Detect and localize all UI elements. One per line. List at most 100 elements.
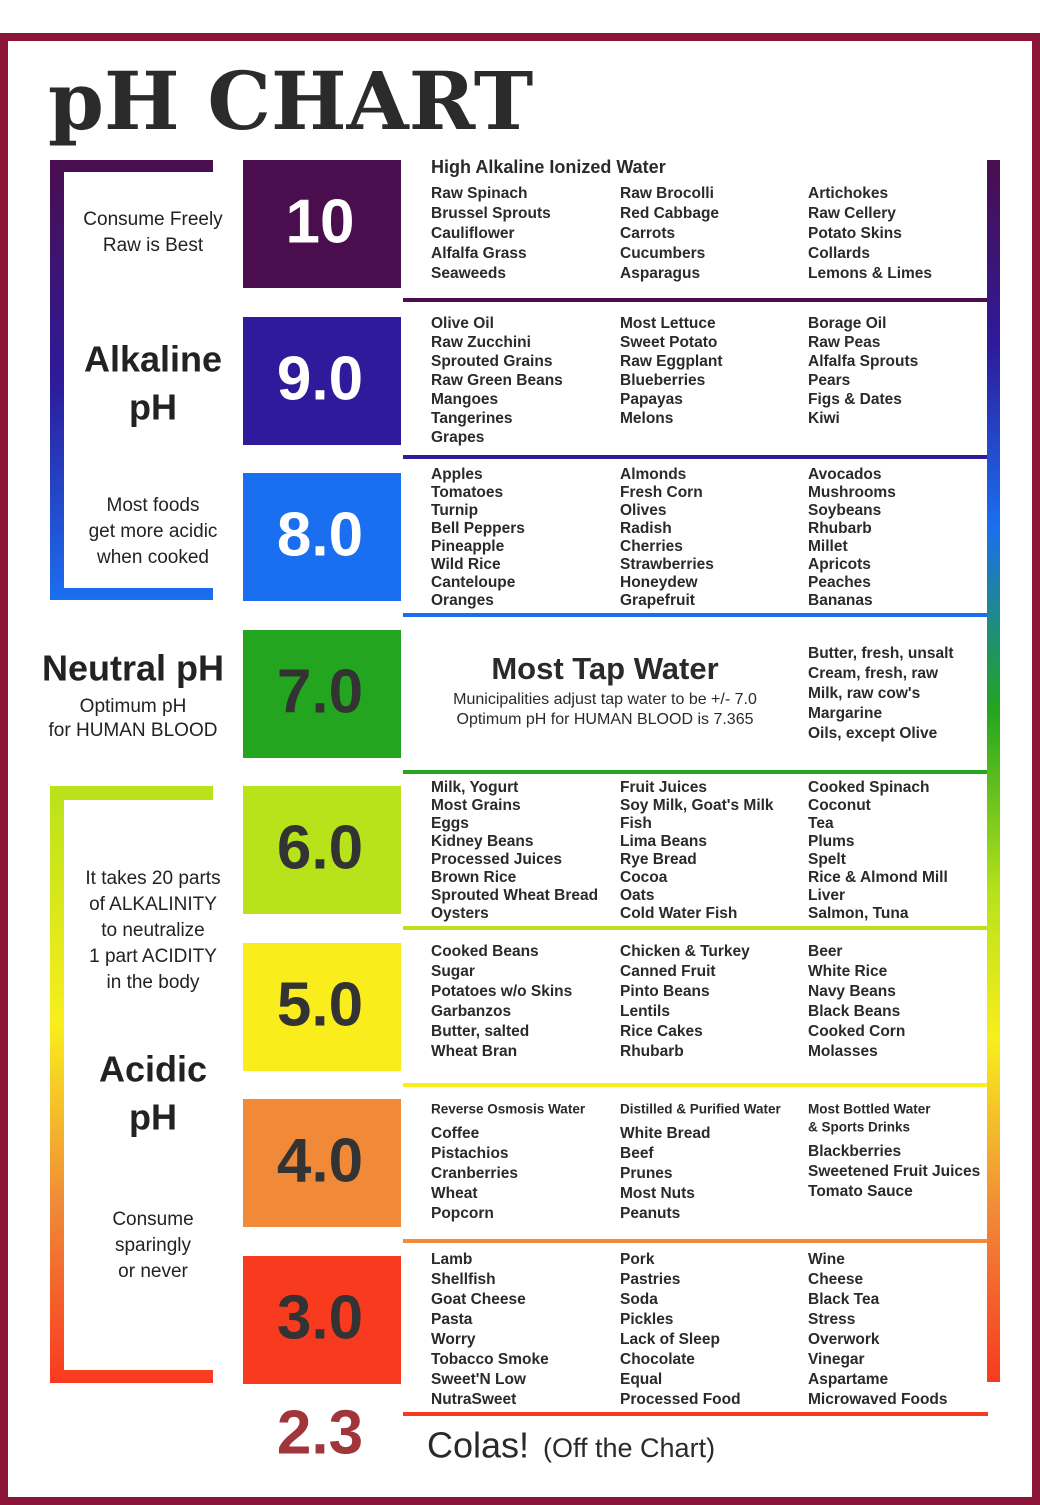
ph-box bbox=[243, 630, 401, 758]
food-item: Fruit Juices bbox=[620, 779, 707, 796]
side-note: Most foods bbox=[107, 495, 200, 516]
food-item: Sweet'N Low bbox=[431, 1371, 527, 1388]
ph-value: 8.0 bbox=[277, 500, 363, 569]
food-item: Kiwi bbox=[808, 410, 840, 427]
food-item: Cooked Spinach bbox=[808, 779, 929, 796]
food-item: Melons bbox=[620, 410, 673, 427]
food-item: Fish bbox=[620, 815, 652, 832]
food-item: Processed Food bbox=[620, 1391, 741, 1408]
food-item: White Bread bbox=[620, 1125, 710, 1142]
food-item: Soybeans bbox=[808, 502, 881, 519]
side-note: in the body bbox=[107, 972, 200, 993]
side-note: 1 part ACIDITY bbox=[89, 946, 217, 967]
food-item: Shellfish bbox=[431, 1271, 496, 1288]
food-item: Canteloupe bbox=[431, 574, 516, 591]
food-item: Vinegar bbox=[808, 1351, 865, 1368]
food-item: Lamb bbox=[431, 1251, 472, 1268]
food-item: Beer bbox=[808, 943, 842, 960]
food-item: Cauliflower bbox=[431, 225, 515, 242]
food-item: Olives bbox=[620, 502, 667, 519]
food-item: Milk, Yogurt bbox=[431, 779, 518, 796]
column-heading: & Sports Drinks bbox=[808, 1120, 910, 1135]
food-item: Seaweeds bbox=[431, 265, 506, 282]
food-item: Prunes bbox=[620, 1165, 673, 1182]
food-item: Lack of Sleep bbox=[620, 1331, 720, 1348]
food-item: Alfalfa Sprouts bbox=[808, 353, 918, 370]
food-item: Salmon, Tuna bbox=[808, 905, 909, 922]
food-item: Lentils bbox=[620, 1003, 670, 1020]
food-item: Most Nuts bbox=[620, 1185, 695, 1202]
food-item: Goat Cheese bbox=[431, 1291, 526, 1308]
ph-value: 9.0 bbox=[277, 344, 363, 413]
ph-value: 5.0 bbox=[277, 970, 363, 1039]
food-item: Spelt bbox=[808, 851, 846, 868]
food-item: Avocados bbox=[808, 466, 882, 483]
food-item: Pineapple bbox=[431, 538, 505, 555]
food-item: Oils, except Olive bbox=[808, 725, 938, 742]
food-item: Apples bbox=[431, 466, 483, 483]
footer-ph: 2.3 bbox=[277, 1398, 363, 1467]
food-item: Raw Brocolli bbox=[620, 185, 714, 202]
food-item: Oranges bbox=[431, 592, 494, 609]
food-item: Artichokes bbox=[808, 185, 888, 202]
food-item: Pork bbox=[620, 1251, 655, 1268]
food-item: Grapes bbox=[431, 429, 484, 446]
food-item: Stress bbox=[808, 1311, 855, 1328]
ph-box bbox=[243, 1256, 401, 1384]
food-item: Blueberries bbox=[620, 372, 705, 389]
food-item: Cooked Corn bbox=[808, 1023, 905, 1040]
food-item: White Rice bbox=[808, 963, 888, 980]
food-item: Tomato Sauce bbox=[808, 1183, 913, 1200]
food-item: Coffee bbox=[431, 1125, 480, 1142]
food-item: Raw Zucchini bbox=[431, 334, 531, 351]
food-item: Peanuts bbox=[620, 1205, 680, 1222]
side-note: for HUMAN BLOOD bbox=[49, 720, 218, 741]
food-item: Wild Rice bbox=[431, 556, 501, 573]
food-item: Cheese bbox=[808, 1271, 864, 1288]
side-note: to neutralize bbox=[101, 920, 205, 941]
food-item: Sweetened Fruit Juices bbox=[808, 1163, 980, 1180]
separator bbox=[403, 1239, 987, 1243]
food-item: Figs & Dates bbox=[808, 391, 902, 408]
food-item: Fresh Corn bbox=[620, 484, 703, 501]
food-item: Raw Cellery bbox=[808, 205, 896, 222]
food-item: Overwork bbox=[808, 1331, 880, 1348]
food-item: Sprouted Wheat Bread bbox=[431, 887, 598, 904]
food-item: Chicken & Turkey bbox=[620, 943, 750, 960]
food-item: Sweet Potato bbox=[620, 334, 717, 351]
food-item: Pickles bbox=[620, 1311, 673, 1328]
side-label: pH bbox=[129, 387, 177, 428]
food-item: Margarine bbox=[808, 705, 882, 722]
food-item: Pastries bbox=[620, 1271, 680, 1288]
food-item: Lima Beans bbox=[620, 833, 707, 850]
food-item: Soda bbox=[620, 1291, 658, 1308]
food-item: Almonds bbox=[620, 466, 686, 483]
food-item: Sprouted Grains bbox=[431, 353, 552, 370]
side-note: Consume bbox=[112, 1209, 193, 1230]
food-item: Raw Green Beans bbox=[431, 372, 563, 389]
food-item: Tangerines bbox=[431, 410, 513, 427]
food-item: Borage Oil bbox=[808, 315, 886, 332]
side-note: get more acidic bbox=[89, 521, 218, 542]
food-item: Cranberries bbox=[431, 1165, 518, 1182]
food-item: Popcorn bbox=[431, 1205, 494, 1222]
food-item: Millet bbox=[808, 538, 848, 555]
food-item: Cocoa bbox=[620, 869, 668, 886]
food-item: Cold Water Fish bbox=[620, 905, 737, 922]
separator bbox=[403, 926, 987, 930]
food-item: Canned Fruit bbox=[620, 963, 716, 980]
side-note: It takes 20 parts bbox=[85, 868, 220, 889]
column-heading: Reverse Osmosis Water bbox=[431, 1102, 586, 1117]
food-item: Papayas bbox=[620, 391, 683, 408]
food-item: Radish bbox=[620, 520, 672, 537]
level-heading: High Alkaline Ionized Water bbox=[431, 157, 666, 177]
food-item: Collards bbox=[808, 245, 870, 262]
food-item: Mushrooms bbox=[808, 484, 896, 501]
food-item: Alfalfa Grass bbox=[431, 245, 527, 262]
center-title: Most Tap Water bbox=[491, 651, 718, 686]
ph-box bbox=[243, 943, 401, 1071]
food-item: Chocolate bbox=[620, 1351, 695, 1368]
food-item: Tea bbox=[808, 815, 834, 832]
ph-value: 6.0 bbox=[277, 813, 363, 882]
